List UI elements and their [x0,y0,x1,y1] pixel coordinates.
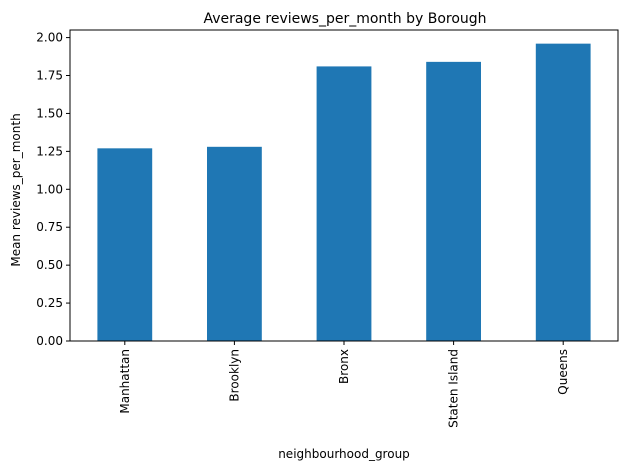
y-tick-label: 0.00 [36,334,63,348]
x-tick-label: Brooklyn [227,349,241,402]
y-tick-label: 2.00 [36,31,63,45]
bar-queens [535,43,591,342]
bar-brooklyn [207,146,262,341]
y-axis-label: Mean reviews_per_month [9,113,23,266]
x-tick-label: Queens [556,349,570,395]
y-tick-label: 1.50 [36,106,63,120]
x-tick-label: Staten Island [447,349,461,428]
bar-staten-island [426,61,481,342]
y-tick-label: 1.00 [36,182,63,196]
bars-group [97,43,591,342]
y-axis: 0.00 0.25 0.50 0.75 1.00 1.25 1.50 1.75 2.00 [36,31,70,348]
plot-frame [69,29,619,342]
x-axis: Manhattan Brooklyn Bronx Staten Island Queen… [118,341,570,428]
y-tick-label: 1.25 [36,144,63,158]
bar-manhattan [97,148,153,341]
y-tick-label: 1.75 [36,69,63,83]
x-tick-label: Manhattan [118,349,132,414]
x-tick-label: Bronx [337,349,351,384]
chart-title: Average reviews_per_month by Borough [203,11,486,27]
y-tick-label: 0.25 [36,296,63,310]
bar-bronx [316,66,372,341]
y-tick-label: 0.75 [36,220,63,234]
x-axis-label: neighbourhood_group [278,447,410,461]
y-tick-label: 0.50 [36,258,63,272]
